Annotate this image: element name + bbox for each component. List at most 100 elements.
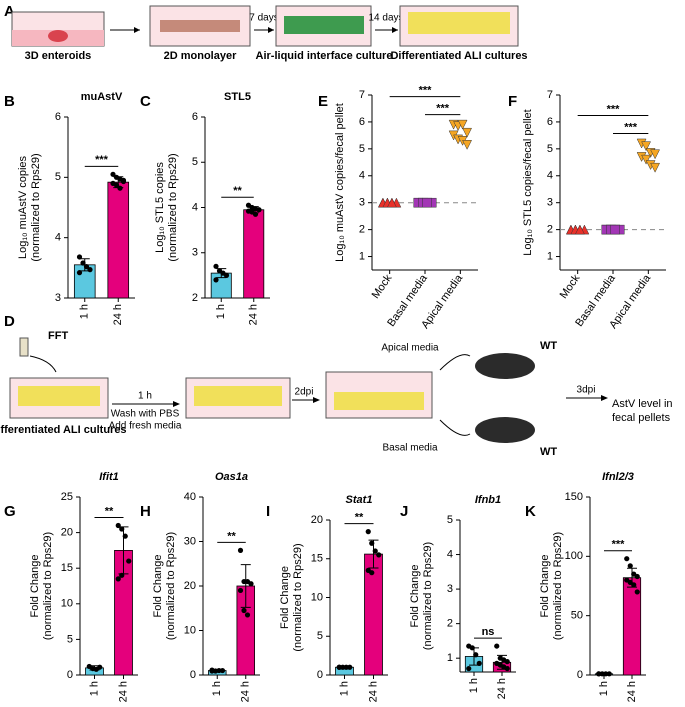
point bbox=[641, 154, 651, 165]
mouse-label: WT bbox=[540, 340, 557, 352]
arrowhead bbox=[392, 27, 398, 33]
ali-layer bbox=[284, 16, 364, 34]
y-tick-label: 10 bbox=[311, 591, 323, 603]
point bbox=[610, 224, 620, 235]
point bbox=[117, 185, 123, 191]
chart-title: muAstV bbox=[81, 91, 123, 103]
point bbox=[76, 254, 83, 260]
arrow bbox=[439, 419, 471, 436]
significance-label: ** bbox=[233, 185, 242, 197]
step-label: Differentiated ALI cultures bbox=[390, 50, 527, 62]
error-bar bbox=[240, 564, 251, 608]
y-tick-label: 2 bbox=[547, 224, 553, 236]
y-axis-label: (normalized to Rps29) bbox=[30, 153, 42, 261]
x-tick-label: 24 h bbox=[248, 304, 260, 325]
y-tick-label: 50 bbox=[571, 610, 583, 622]
point bbox=[631, 582, 637, 588]
y-tick-label: 2 bbox=[192, 292, 198, 304]
time-label: 2dpi bbox=[295, 387, 314, 398]
duration: 14 days bbox=[368, 13, 403, 24]
arrowhead bbox=[134, 27, 140, 33]
chart-title: Ifnl2/3 bbox=[602, 471, 634, 483]
point bbox=[457, 119, 468, 130]
point bbox=[462, 140, 472, 150]
panel-label: C bbox=[140, 93, 151, 110]
significance-label: *** bbox=[436, 103, 450, 115]
point bbox=[256, 207, 262, 213]
y-tick-label: 1 bbox=[359, 250, 365, 262]
point bbox=[596, 671, 602, 677]
x-tick-label: 1 h bbox=[468, 678, 480, 693]
diagram-a: 7 days 14 days 3D enteroids 2D monolayer… bbox=[11, 5, 528, 62]
significance-label: ** bbox=[355, 512, 364, 524]
y-axis-label: Fold Change bbox=[152, 555, 164, 618]
cells bbox=[334, 392, 424, 410]
arrow bbox=[29, 355, 57, 373]
point bbox=[213, 263, 219, 269]
differentiated-layer bbox=[408, 12, 510, 34]
point bbox=[219, 667, 226, 674]
enteroid bbox=[48, 30, 68, 42]
chart-title: Ifnb1 bbox=[475, 494, 501, 506]
point bbox=[76, 270, 83, 276]
y-tick-label: 40 bbox=[184, 491, 196, 503]
x-tick-label: 1 h bbox=[598, 681, 610, 696]
y-tick-label: 6 bbox=[547, 116, 553, 128]
y-tick-label: 3 bbox=[192, 247, 198, 259]
y-tick-label: 7 bbox=[359, 89, 365, 101]
y-tick-label: 1 bbox=[547, 250, 553, 262]
y-axis-label: Log₁₀ muAstV copies/fecal pellet bbox=[334, 103, 346, 262]
point bbox=[113, 182, 120, 188]
point bbox=[606, 671, 612, 677]
panel-label: F bbox=[508, 93, 517, 110]
point bbox=[650, 162, 660, 173]
x-tick-label: 1 h bbox=[338, 681, 350, 696]
monolayer bbox=[160, 20, 240, 32]
point bbox=[650, 149, 660, 160]
y-tick-label: 5 bbox=[447, 514, 453, 526]
y-tick-label: 10 bbox=[184, 624, 196, 636]
x-tick-label: 24 h bbox=[626, 681, 638, 702]
y-tick-label: 20 bbox=[311, 514, 323, 526]
point bbox=[504, 665, 510, 672]
y-tick-label: 4 bbox=[55, 232, 61, 244]
point bbox=[369, 540, 375, 546]
point bbox=[244, 612, 251, 618]
y-tick-label: 4 bbox=[192, 201, 198, 213]
y-tick-label: 5 bbox=[55, 171, 61, 183]
panel-label: I bbox=[266, 503, 270, 520]
media-label: Apical media bbox=[381, 343, 439, 354]
significance-label: *** bbox=[95, 154, 109, 166]
y-tick-label: 5 bbox=[67, 633, 73, 645]
chart-title: Stat1 bbox=[346, 494, 373, 506]
x-tick-label: 24 h bbox=[117, 681, 129, 702]
y-axis-label: (normalized to Rps29) bbox=[165, 532, 177, 640]
panel-label: B bbox=[4, 93, 15, 110]
chart-title: STL5 bbox=[224, 91, 251, 103]
panel-label: D bbox=[4, 313, 15, 330]
point bbox=[634, 589, 640, 595]
y-tick-label: 15 bbox=[311, 553, 323, 565]
y-tick-label: 3 bbox=[55, 292, 61, 304]
y-tick-label: 5 bbox=[547, 143, 553, 155]
significance-label: *** bbox=[612, 539, 626, 551]
significance-label: ** bbox=[227, 530, 236, 542]
point bbox=[120, 177, 127, 183]
y-tick-label: 1 bbox=[447, 652, 453, 664]
panel-label: A bbox=[4, 3, 15, 20]
point bbox=[347, 664, 353, 670]
point bbox=[80, 260, 86, 266]
y-tick-label: 5 bbox=[359, 143, 365, 155]
point bbox=[237, 587, 244, 594]
point bbox=[241, 607, 247, 614]
panel-label: K bbox=[525, 503, 536, 520]
y-tick-label: 6 bbox=[192, 111, 198, 123]
y-axis-label: (normalized to Rps29) bbox=[292, 543, 304, 651]
mouse bbox=[475, 353, 535, 379]
y-tick-label: 15 bbox=[61, 562, 73, 574]
point bbox=[387, 197, 397, 208]
y-axis-label: Fold Change bbox=[539, 555, 551, 618]
step-label: Air-liquid interface culture bbox=[256, 50, 393, 62]
point bbox=[504, 659, 510, 665]
